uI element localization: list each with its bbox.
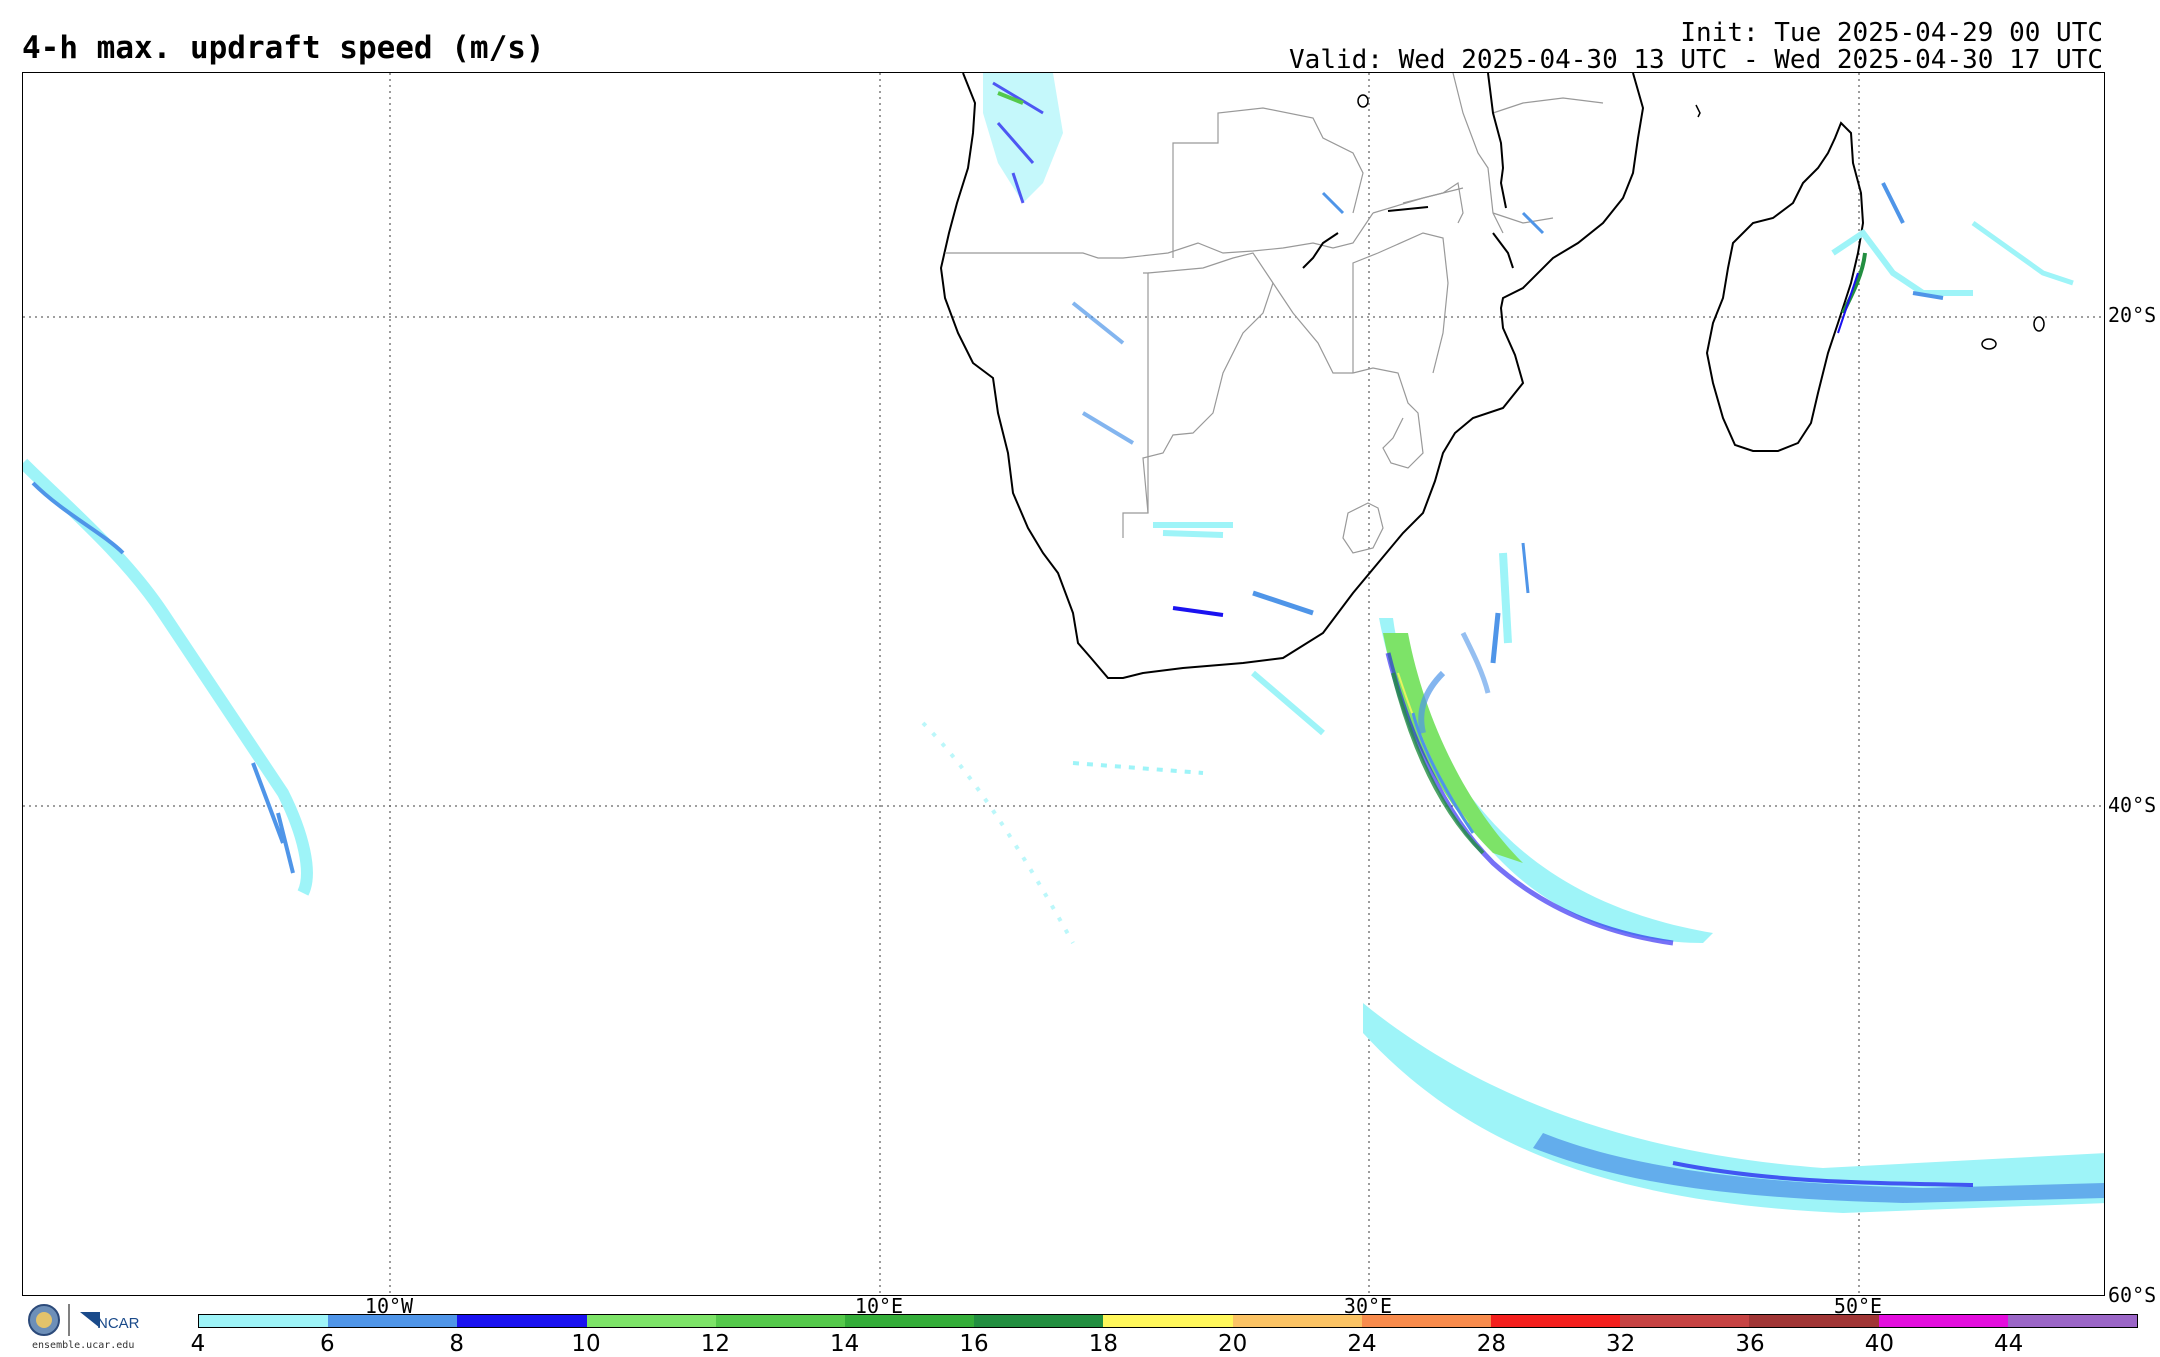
- colorbar-tick-label: 10: [571, 1331, 601, 1357]
- valid-time: Valid: Wed 2025-04-30 13 UTC - Wed 2025-…: [1289, 45, 2103, 75]
- ncar-wordmark: NCAR: [97, 1315, 140, 1332]
- island: [2033, 316, 2045, 332]
- lake: [1387, 206, 1429, 212]
- colorbar-segment: [586, 1315, 716, 1327]
- colorbar-tick-label: 8: [449, 1331, 464, 1357]
- time-info: Init: Tue 2025-04-29 00 UTC Valid: Wed 2…: [1289, 20, 2103, 74]
- updraft-field: [23, 73, 2104, 1213]
- colorbar-segment: [1491, 1315, 1621, 1327]
- lat-label-40s: 40°S: [2108, 793, 2157, 817]
- map-canvas: [23, 73, 2104, 1295]
- colorbar: [198, 1314, 2138, 1328]
- colorbar-tick-label: 36: [1735, 1331, 1765, 1357]
- lake: [1487, 73, 1507, 209]
- colorbar-tick-label: 16: [959, 1331, 989, 1357]
- madagascar-coastline: [1705, 121, 1865, 452]
- colorbar-segment: [199, 1315, 329, 1327]
- island: [1695, 104, 1701, 118]
- colorbar-tick-label: 14: [830, 1331, 860, 1357]
- lake: [1492, 232, 1514, 269]
- colorbar-segment: [1620, 1315, 1750, 1327]
- map-panel[interactable]: [22, 72, 2105, 1296]
- colorbar-segment: [2007, 1315, 2138, 1327]
- nsf-seal-center: [36, 1312, 52, 1328]
- colorbar-tick-label: 4: [190, 1331, 206, 1357]
- colorbar-segment: [457, 1315, 587, 1327]
- colorbar-tick-label: 6: [320, 1331, 335, 1357]
- country-borders: [945, 73, 1604, 554]
- colorbar-segment: [1103, 1315, 1233, 1327]
- colorbar-tick-label: 24: [1347, 1331, 1377, 1357]
- colorbar-segment: [1361, 1315, 1492, 1327]
- colorbar-segment: [974, 1315, 1104, 1327]
- island: [1357, 94, 1369, 108]
- africa-coastline: [939, 73, 1645, 679]
- colorbar-tick-label: 18: [1088, 1331, 1118, 1357]
- colorbar-segment: [1749, 1315, 1879, 1327]
- colorbar-tick-label: 20: [1218, 1331, 1248, 1357]
- colorbar-tick-label: 40: [1864, 1331, 1894, 1357]
- logo-url: ensemble.ucar.edu: [32, 1340, 135, 1351]
- colorbar-tick-label: 32: [1606, 1331, 1636, 1357]
- lat-label-60s: 60°S: [2108, 1283, 2157, 1307]
- island: [1981, 338, 1997, 350]
- lake: [1302, 232, 1339, 269]
- lat-label-20s: 20°S: [2108, 303, 2157, 327]
- graticule: [23, 73, 2104, 1295]
- nsf-ncar-logo: NCAR: [22, 1300, 157, 1350]
- init-time: Init: Tue 2025-04-29 00 UTC: [1680, 18, 2103, 48]
- map-title: 4-h max. updraft speed (m/s): [22, 30, 545, 66]
- colorbar-segment: [845, 1315, 975, 1327]
- colorbar-segment: [715, 1315, 846, 1327]
- colorbar-segment: [1878, 1315, 2008, 1327]
- colorbar-tick-label: 12: [700, 1331, 730, 1357]
- colorbar-segment: [1232, 1315, 1362, 1327]
- colorbar-tick-label: 28: [1476, 1331, 1506, 1357]
- ncar-mark-icon: [80, 1312, 100, 1328]
- colorbar-segment: [328, 1315, 458, 1327]
- colorbar-tick-label: 44: [1994, 1331, 2024, 1357]
